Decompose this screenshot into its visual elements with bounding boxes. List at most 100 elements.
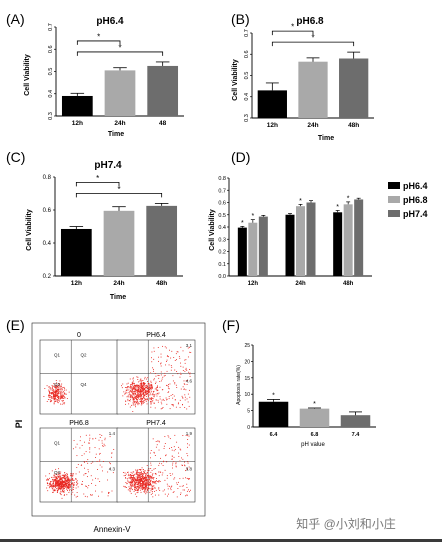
panel-a-xlabel: Time xyxy=(108,131,124,138)
significance-star: * xyxy=(97,32,100,41)
bar-12h xyxy=(60,228,92,276)
y-tick-label: 0.1 xyxy=(218,262,226,268)
x-tick-label: 12h xyxy=(71,280,82,287)
legend-label-ph6-8: pH6.8 xyxy=(403,195,428,205)
significance-star: * xyxy=(251,213,254,220)
panel-a-ylabel: Cell Viability xyxy=(24,54,31,96)
y-tick-label: 0.5 xyxy=(218,213,226,219)
chart-panel-a: 0.3 0.4 0.5 0.6 0.7 12h 24h 48 * * xyxy=(48,23,184,127)
y-tick-label: 0.6 xyxy=(244,50,250,58)
quadrant-label-q3: Q3 xyxy=(54,470,61,475)
flow-plot-2: PH6.4 3.1 4.6 xyxy=(116,332,196,415)
panel-letter-f: (F) xyxy=(222,317,240,333)
panel-b-title: pH6.8 xyxy=(296,16,324,27)
legend-swatch-ph6-4 xyxy=(388,182,400,189)
y-tick-label: 0.7 xyxy=(218,188,226,194)
quadrant-label-q2: Q2 xyxy=(81,352,88,357)
y-tick-label: 0.4 xyxy=(218,225,226,231)
bar-24h xyxy=(298,61,328,118)
x-tick-label: 24h xyxy=(114,120,125,127)
x-tick-label: 12h xyxy=(248,281,259,287)
bar-48h xyxy=(146,205,178,276)
x-tick-label: 24h xyxy=(113,280,124,287)
panel-d-ylabel: Cell Viability xyxy=(209,209,216,251)
flow-xlabel: Annexin-V xyxy=(94,525,132,534)
y-tick-label: 0.5 xyxy=(244,72,250,80)
panel-letter-a: (A) xyxy=(6,11,25,27)
quadrant-value-lower-right: 3.8 xyxy=(186,466,193,471)
bar-pH6.8-48h xyxy=(343,204,353,276)
x-tick-label: 6.4 xyxy=(270,432,279,438)
y-tick-label: 0.6 xyxy=(218,201,226,207)
panel-f-ylabel: Apoptosis rate(%) xyxy=(236,365,242,405)
flow-scatter-points xyxy=(122,434,192,498)
significance-star: * xyxy=(117,185,120,194)
panel-letter-b: (B) xyxy=(231,11,250,27)
y-tick-label: 25 xyxy=(244,343,250,349)
x-tick-label: 48h xyxy=(343,281,354,287)
significance-star: * xyxy=(299,198,302,205)
panel-letter-d: (D) xyxy=(231,149,250,165)
flow-plot-3: PH6.8 Q1 Q3 1.4 4.3 xyxy=(39,420,119,503)
legend-swatch-ph7-4 xyxy=(388,210,400,217)
quadrant-value-upper-right: 1.9 xyxy=(186,431,193,436)
y-tick-label: 5 xyxy=(247,409,250,415)
y-tick-label: 0.8 xyxy=(43,175,52,181)
bar-pH7.4-12h xyxy=(258,216,268,276)
significance-star: * xyxy=(347,195,350,202)
y-tick-label: 0.4 xyxy=(43,241,52,247)
x-tick-label: 24h xyxy=(307,122,318,129)
quadrant-label-q1: Q1 xyxy=(54,440,61,445)
significance-bracket xyxy=(271,30,314,36)
significance-star: * xyxy=(241,220,244,227)
x-tick-label: 48h xyxy=(156,280,167,287)
x-tick-label: 12h xyxy=(72,120,83,127)
x-tick-label: 48h xyxy=(348,122,359,129)
watermark-text: 知乎 @小刘和小庄 xyxy=(296,516,396,531)
quadrant-label-q1: Q1 xyxy=(54,352,61,357)
panel-a-title: pH6.4 xyxy=(96,16,124,27)
y-tick-label: 0.8 xyxy=(218,176,226,182)
significance-star: * xyxy=(311,34,314,43)
significance-bracket xyxy=(76,51,164,56)
flow-scatter-points xyxy=(121,345,192,412)
bar-pH6.8-24h xyxy=(296,206,305,276)
y-tick-label: 0.6 xyxy=(48,45,54,53)
y-tick-label: 0.3 xyxy=(48,112,54,120)
y-tick-label: 0.2 xyxy=(43,274,52,280)
bar-6.4 xyxy=(258,401,289,427)
flow-plot-4: PH7.4 1.9 3.8 xyxy=(116,420,196,503)
legend-label-ph6-4: pH6.4 xyxy=(403,181,428,191)
bottom-divider xyxy=(0,539,442,542)
quadrant-label-q3: Q3 xyxy=(54,382,61,387)
quadrant-value-lower-right: 4.6 xyxy=(186,378,193,383)
significance-bracket xyxy=(271,41,355,47)
panel-c-ylabel: Cell Viability xyxy=(26,209,33,251)
x-tick-label: 24h xyxy=(295,281,306,287)
significance-bracket xyxy=(75,193,163,198)
panel-letter-e: (E) xyxy=(6,317,25,333)
quadrant-value-upper-right: 1.4 xyxy=(109,431,116,436)
panel-f-xlabel: pH value xyxy=(301,442,325,448)
flow-scatter-points xyxy=(43,379,70,405)
y-tick-label: 0.7 xyxy=(48,23,54,31)
bar-12h xyxy=(61,95,93,116)
panel-letter-c: (C) xyxy=(6,149,25,165)
flow-scatter-points xyxy=(45,433,115,499)
y-tick-label: 0.3 xyxy=(218,237,226,243)
bar-24h xyxy=(104,70,136,116)
y-tick-label: 0.7 xyxy=(244,29,250,37)
panel-b-ylabel: Cell Viability xyxy=(232,59,239,101)
significance-star: * xyxy=(118,43,121,52)
bar-48h xyxy=(339,58,369,118)
y-tick-label: 0 xyxy=(247,425,250,431)
bar-pH6.4-12h xyxy=(237,227,247,276)
flow-plot-title: PH6.4 xyxy=(146,332,166,339)
chart-panel-d: 0.0 0.1 0.2 0.3 0.4 0.5 0.6 0.7 0.8 * * 12h * 24h * * 48… xyxy=(218,176,372,287)
significance-star: * xyxy=(96,174,99,183)
bar-pH7.4-48h xyxy=(354,199,364,276)
y-tick-label: 0.6 xyxy=(43,208,52,214)
flow-plot-frame xyxy=(116,427,196,503)
